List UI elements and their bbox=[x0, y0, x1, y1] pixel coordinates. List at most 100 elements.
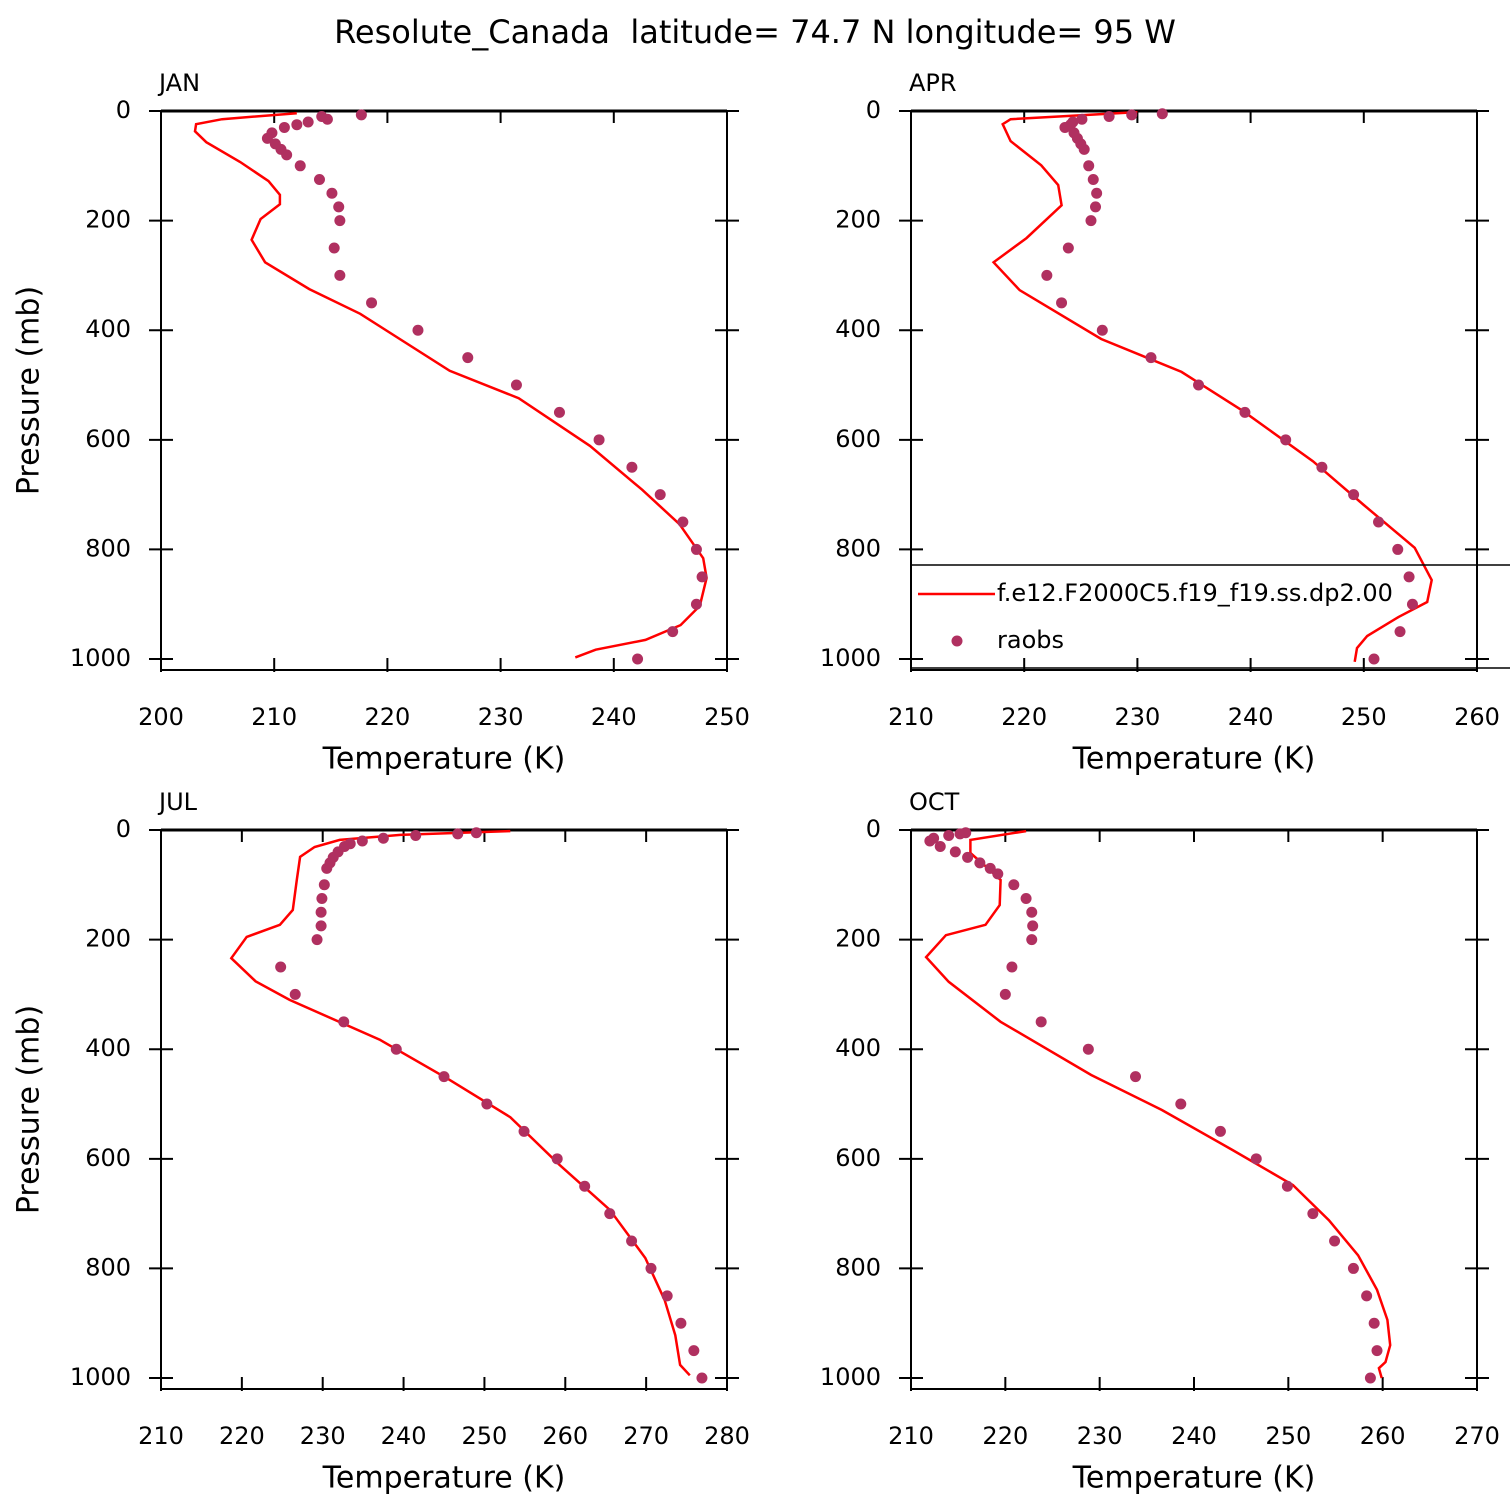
obs-point bbox=[667, 626, 679, 638]
obs-point bbox=[626, 461, 638, 473]
obs-point bbox=[1062, 242, 1074, 254]
obs-point bbox=[1392, 543, 1404, 555]
obs-point bbox=[553, 406, 565, 418]
x-tick-label: 210 bbox=[888, 703, 934, 731]
obs-point bbox=[281, 149, 293, 161]
obs-point bbox=[1085, 215, 1097, 227]
plot-frame bbox=[160, 110, 728, 671]
obs-point bbox=[1364, 1372, 1376, 1384]
obs-point bbox=[278, 121, 290, 133]
obs-point bbox=[313, 174, 325, 186]
y-tick-label: 0 bbox=[116, 96, 131, 124]
obs-point bbox=[1026, 906, 1038, 918]
x-tick-label: 210 bbox=[138, 1422, 184, 1450]
y-tick-label: 1000 bbox=[70, 644, 131, 672]
obs-point bbox=[1087, 174, 1099, 186]
obs-point bbox=[438, 1071, 450, 1083]
obs-point bbox=[333, 201, 345, 213]
x-axis-label: Temperature (K) bbox=[1072, 742, 1316, 777]
obs-point bbox=[661, 1290, 673, 1302]
y-tick-label: 200 bbox=[835, 925, 881, 953]
x-tick-label: 230 bbox=[300, 1422, 346, 1450]
x-tick-label: 250 bbox=[1265, 1422, 1311, 1450]
obs-point bbox=[1083, 160, 1095, 172]
x-tick-label: 240 bbox=[591, 703, 637, 731]
obs-point bbox=[992, 868, 1004, 880]
y-tick-label: 800 bbox=[85, 534, 131, 562]
obs-point bbox=[677, 516, 689, 528]
obs-point bbox=[510, 379, 522, 391]
x-axis-label: Temperature (K) bbox=[1072, 1461, 1316, 1496]
obs-point bbox=[949, 846, 961, 858]
obs-point bbox=[261, 132, 273, 144]
obs-point bbox=[999, 988, 1011, 1000]
obs-point bbox=[1348, 489, 1360, 501]
obs-point bbox=[1373, 516, 1385, 528]
obs-point bbox=[291, 119, 303, 131]
obs-point bbox=[1214, 1125, 1226, 1137]
x-axis-label: Temperature (K) bbox=[322, 1461, 566, 1496]
obs-point bbox=[316, 893, 328, 905]
obs-point bbox=[1008, 879, 1020, 891]
obs-point bbox=[1316, 461, 1328, 473]
panel-title: JUL bbox=[157, 788, 198, 816]
obs-point bbox=[924, 835, 936, 847]
legend-marker bbox=[951, 635, 963, 647]
obs-point bbox=[366, 297, 378, 309]
obs-point bbox=[302, 116, 314, 128]
y-axis-label: Pressure (mb) bbox=[12, 286, 47, 495]
obs-point bbox=[289, 988, 301, 1000]
x-tick-label: 210 bbox=[251, 703, 297, 731]
obs-point bbox=[943, 829, 955, 841]
x-tick-label: 270 bbox=[623, 1422, 669, 1450]
y-tick-label: 0 bbox=[866, 96, 881, 124]
obs-point bbox=[311, 934, 323, 946]
obs-point bbox=[974, 857, 986, 869]
obs-point bbox=[470, 827, 482, 839]
panel-title: APR bbox=[909, 69, 957, 97]
obs-point bbox=[1368, 1317, 1380, 1329]
y-tick-label: 800 bbox=[835, 1253, 881, 1281]
model-line bbox=[229, 829, 691, 1377]
obs-point bbox=[1361, 1290, 1373, 1302]
obs-point bbox=[1281, 1180, 1293, 1192]
x-tick-label: 240 bbox=[381, 1422, 427, 1450]
panel-title: JAN bbox=[157, 69, 200, 97]
x-tick-label: 260 bbox=[1454, 703, 1500, 731]
obs-point bbox=[377, 832, 389, 844]
obs-point bbox=[551, 1153, 563, 1165]
obs-point bbox=[321, 113, 333, 125]
x-tick-label: 240 bbox=[1228, 703, 1274, 731]
panel-title: OCT bbox=[909, 788, 960, 816]
plot-frame bbox=[160, 829, 728, 1390]
x-tick-label: 200 bbox=[138, 703, 184, 731]
x-tick-label: 220 bbox=[982, 1422, 1028, 1450]
obs-point bbox=[1006, 961, 1018, 973]
obs-point bbox=[654, 489, 666, 501]
obs-point bbox=[315, 906, 327, 918]
obs-point bbox=[1394, 626, 1406, 638]
obs-point bbox=[690, 598, 702, 610]
obs-point bbox=[1056, 297, 1068, 309]
y-tick-label: 200 bbox=[85, 206, 131, 234]
x-tick-label: 220 bbox=[364, 703, 410, 731]
obs-point bbox=[675, 1317, 687, 1329]
obs-point bbox=[315, 920, 327, 932]
obs-point bbox=[690, 543, 702, 555]
x-tick-label: 220 bbox=[1001, 703, 1047, 731]
x-tick-label: 250 bbox=[704, 703, 750, 731]
obs-point bbox=[1096, 324, 1108, 336]
figure-title: Resolute_Canada latitude= 74.7 N longitu… bbox=[334, 13, 1176, 51]
obs-point bbox=[626, 1235, 638, 1247]
obs-point bbox=[1250, 1153, 1262, 1165]
obs-point bbox=[1329, 1235, 1341, 1247]
x-axis-label: Temperature (K) bbox=[322, 742, 566, 777]
obs-point bbox=[318, 879, 330, 891]
obs-point bbox=[934, 840, 946, 852]
x-tick-label: 280 bbox=[704, 1422, 750, 1450]
obs-point bbox=[1371, 1345, 1383, 1357]
obs-point bbox=[1175, 1098, 1187, 1110]
obs-point bbox=[962, 851, 974, 863]
x-tick-label: 250 bbox=[1341, 703, 1387, 731]
y-tick-label: 200 bbox=[835, 206, 881, 234]
